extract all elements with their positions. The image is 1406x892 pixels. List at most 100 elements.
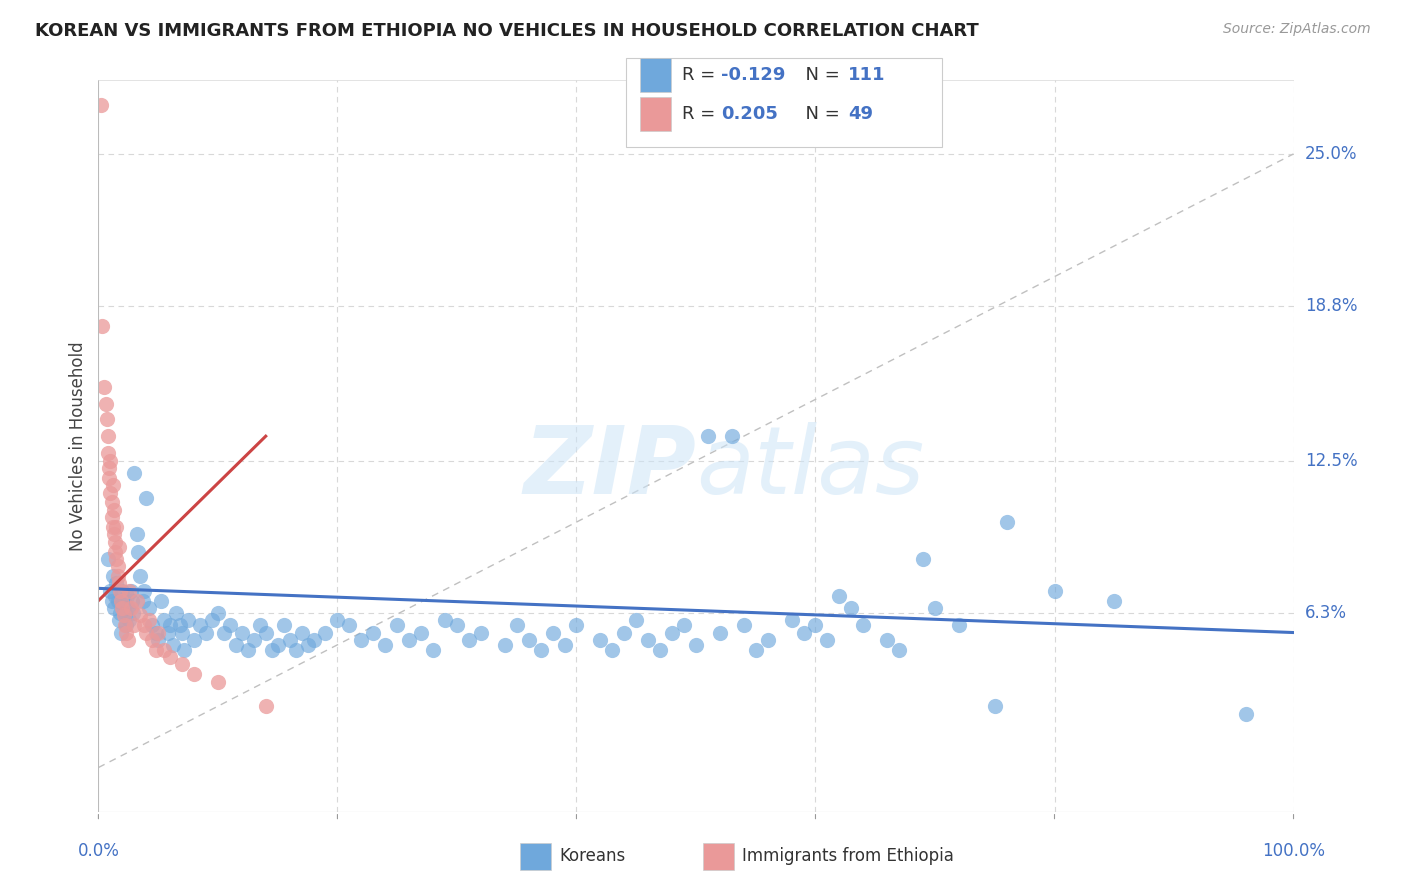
Point xyxy=(177,613,200,627)
Text: N =: N = xyxy=(794,66,846,84)
Point xyxy=(115,589,138,603)
Point xyxy=(207,606,229,620)
Point xyxy=(141,632,163,647)
Point xyxy=(141,618,163,632)
Point xyxy=(470,625,492,640)
Point xyxy=(114,618,136,632)
Point xyxy=(104,544,127,558)
Point xyxy=(97,446,120,460)
Point xyxy=(97,429,120,443)
Point xyxy=(458,632,481,647)
Point xyxy=(852,618,875,632)
Text: ZIP: ZIP xyxy=(523,422,696,514)
Text: Immigrants from Ethiopia: Immigrants from Ethiopia xyxy=(742,847,955,865)
Point xyxy=(745,642,768,657)
Point xyxy=(96,412,118,426)
Point xyxy=(100,510,122,524)
Point xyxy=(98,454,122,468)
Point xyxy=(541,625,564,640)
Point xyxy=(602,642,624,657)
Point xyxy=(124,466,146,480)
Point xyxy=(129,569,152,583)
Point xyxy=(219,618,242,632)
Point xyxy=(648,642,672,657)
Point xyxy=(260,642,283,657)
Point xyxy=(105,520,128,534)
Text: 18.8%: 18.8% xyxy=(1305,297,1357,315)
Text: 49: 49 xyxy=(848,105,873,123)
Point xyxy=(554,638,576,652)
Point xyxy=(101,520,124,534)
Point xyxy=(243,632,266,647)
Point xyxy=(132,618,155,632)
Point xyxy=(374,638,396,652)
Point xyxy=(911,552,934,566)
Point xyxy=(145,642,167,657)
Point xyxy=(148,632,170,647)
Point xyxy=(110,625,132,640)
Point xyxy=(876,632,898,647)
Point xyxy=(291,625,314,640)
Point xyxy=(159,650,181,665)
Point xyxy=(297,638,319,652)
Point xyxy=(195,625,218,640)
Point xyxy=(149,593,172,607)
Point xyxy=(446,618,468,632)
Point xyxy=(135,491,157,505)
Point xyxy=(118,613,141,627)
Text: Koreans: Koreans xyxy=(560,847,626,865)
Point xyxy=(565,618,588,632)
Point xyxy=(889,642,911,657)
Point xyxy=(105,552,128,566)
Text: 0.205: 0.205 xyxy=(721,105,778,123)
Point xyxy=(131,593,153,607)
Point xyxy=(267,638,290,652)
Point xyxy=(1104,593,1126,607)
Point xyxy=(273,618,295,632)
Point xyxy=(506,618,529,632)
Text: atlas: atlas xyxy=(696,423,924,514)
Point xyxy=(793,625,815,640)
Point xyxy=(173,642,195,657)
Text: KOREAN VS IMMIGRANTS FROM ETHIOPIA NO VEHICLES IN HOUSEHOLD CORRELATION CHART: KOREAN VS IMMIGRANTS FROM ETHIOPIA NO VE… xyxy=(35,22,979,40)
Point xyxy=(756,632,779,647)
Y-axis label: No Vehicles in Household: No Vehicles in Household xyxy=(69,341,87,551)
Point xyxy=(145,625,167,640)
Point xyxy=(115,625,138,640)
Point xyxy=(98,461,121,475)
Point xyxy=(804,618,827,632)
Point xyxy=(995,515,1018,529)
Text: 0.0%: 0.0% xyxy=(77,842,120,860)
Point xyxy=(101,478,124,492)
Point xyxy=(98,471,121,485)
Point xyxy=(100,495,122,509)
Point xyxy=(129,608,152,623)
Point xyxy=(117,632,139,647)
Point xyxy=(924,601,946,615)
Point xyxy=(236,642,259,657)
Point xyxy=(103,527,125,541)
Point xyxy=(91,318,114,333)
Point xyxy=(138,613,160,627)
Point xyxy=(183,667,205,681)
Point xyxy=(153,613,176,627)
Point xyxy=(212,625,235,640)
Point xyxy=(121,593,143,607)
Point xyxy=(434,613,457,627)
Text: N =: N = xyxy=(794,105,846,123)
Point xyxy=(709,625,731,640)
Text: -0.129: -0.129 xyxy=(721,66,786,84)
Point xyxy=(115,618,138,632)
Point xyxy=(207,674,229,689)
Point xyxy=(108,583,131,598)
Point xyxy=(398,632,420,647)
Point xyxy=(165,606,187,620)
Point xyxy=(685,638,707,652)
Point xyxy=(302,632,325,647)
Point xyxy=(422,642,444,657)
Point xyxy=(156,625,179,640)
Point xyxy=(110,593,132,607)
Point xyxy=(815,632,838,647)
Point xyxy=(172,657,194,672)
Point xyxy=(172,625,194,640)
